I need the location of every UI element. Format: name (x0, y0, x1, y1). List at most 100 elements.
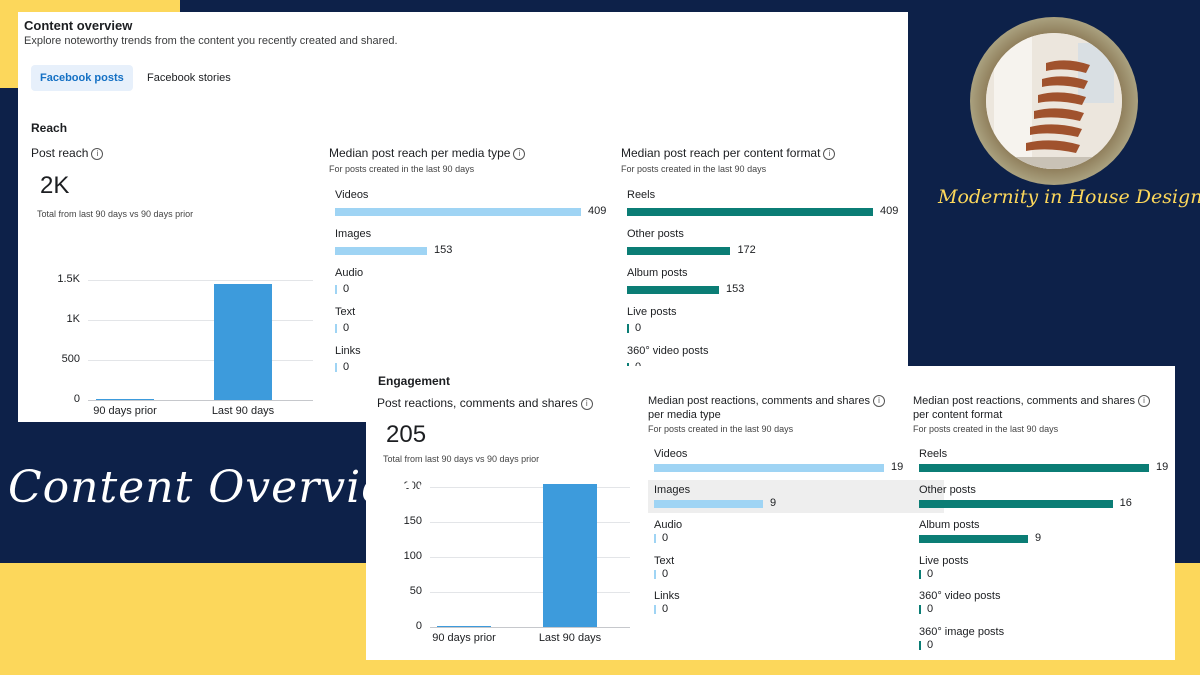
bar (627, 208, 873, 216)
zero-bar (919, 640, 921, 650)
bar (654, 499, 763, 508)
info-circle-icon[interactable]: i (513, 148, 526, 160)
bar-value: 172 (737, 244, 756, 256)
bar-value: 0 (662, 532, 669, 544)
x-axis-line (430, 627, 630, 628)
post-reach-caption: Total from last 90 days vs 90 days prior (37, 209, 194, 219)
bar-value: 0 (662, 567, 669, 580)
zero-bar (627, 324, 629, 333)
bar-label: Videos (654, 448, 688, 460)
info-circle-icon[interactable]: i (1137, 395, 1150, 407)
gridline (88, 360, 313, 361)
prcs-total: 205 (386, 421, 427, 448)
bar-label: Links (654, 590, 680, 602)
eng-media-type-title-line1: Median post reactions, comments and shar… (648, 395, 885, 407)
zero-bar (919, 605, 921, 614)
info-circle-icon[interactable]: i (823, 148, 836, 160)
zero-bar (654, 569, 656, 579)
bar-label: 360° image posts (919, 625, 1005, 638)
bar-label: Other posts (919, 483, 976, 496)
bar-value: 0 (927, 567, 934, 580)
gridline (430, 592, 630, 593)
bar-value: 19 (891, 461, 904, 473)
info-circle-icon[interactable]: i (91, 148, 104, 160)
y-tick-label: 50 (409, 585, 422, 597)
column-bar (437, 625, 491, 627)
bar-label: Album posts (919, 519, 980, 531)
bar-label: Other posts (627, 228, 684, 240)
gridline (430, 522, 630, 523)
y-tick-label: 1.5K (57, 273, 80, 285)
bar-label: Album posts (627, 267, 688, 279)
bar-label: Text (654, 554, 675, 567)
bar-value: 0 (662, 603, 669, 615)
bar-value: 153 (434, 244, 453, 256)
bar-label: Audio (335, 267, 364, 279)
bar-value: 19 (1156, 461, 1169, 473)
bar-label: Links (335, 345, 361, 357)
bar-value: 0 (635, 322, 642, 334)
brand-name: Modernity in House Design (938, 186, 1200, 208)
staircase-photo (986, 33, 1122, 169)
x-tick-label: 90 days prior (432, 632, 496, 644)
gridline (430, 487, 630, 488)
page-title: Content overview (24, 18, 133, 33)
x-tick-label: Last 90 days (211, 405, 275, 417)
bar-label: Reels (919, 448, 948, 460)
bar-value: 153 (726, 283, 745, 295)
bar (654, 464, 884, 472)
tab-facebook-stories[interactable]: Facebook stories (147, 72, 231, 84)
reach-content-format-note: For posts created in the last 90 days (621, 164, 767, 174)
bar-label: Audio (654, 519, 683, 531)
eng-content-format-title-line1: Median post reactions, comments and shar… (913, 395, 1150, 407)
bar-label: 360° video posts (627, 345, 709, 357)
engagement-section-title: Engagement (378, 374, 451, 388)
info-circle-icon[interactable]: i (872, 395, 885, 407)
bar-label: Images (335, 228, 372, 240)
row-highlight (648, 479, 944, 513)
gridline (430, 557, 630, 558)
content-overview-card: Content overview Explore noteworthy tren… (18, 12, 908, 422)
zero-bar (654, 534, 656, 543)
y-tick-label: 1K (66, 313, 80, 325)
info-circle-icon[interactable]: i (580, 398, 593, 410)
reach-media-type-note: For posts created in the last 90 days (329, 164, 475, 174)
bar (627, 247, 731, 255)
column-bar (543, 483, 597, 627)
bar-value: 0 (927, 638, 934, 651)
bar (335, 247, 428, 255)
bar (919, 499, 1113, 508)
bar-label: Text (335, 306, 356, 318)
bar (919, 535, 1028, 543)
y-tick-label: 200 (403, 480, 422, 492)
zero-bar (335, 363, 337, 372)
column-bar (214, 284, 272, 400)
bar-value: 9 (769, 496, 777, 509)
prcs-caption: Total from last 90 days vs 90 days prior (383, 454, 540, 464)
bar (919, 464, 1149, 472)
y-tick-label: 0 (415, 620, 422, 632)
reach-media-type-title: Median post reach per media type i (329, 146, 526, 160)
tab-facebook-posts[interactable]: Facebook posts (31, 65, 133, 91)
zero-bar (654, 605, 656, 614)
reach-content-format-title: Median post reach per content format i (621, 146, 836, 160)
prcs-title: Post reactions, comments and shares i (377, 396, 593, 410)
gridline (88, 320, 313, 321)
reach-section-title: Reach (31, 121, 68, 135)
bar-value: 16 (1119, 496, 1132, 509)
eng-content-format-note: For posts created in the last 90 days (913, 424, 1059, 434)
eng-media-type-note: For posts created in the last 90 days (648, 424, 794, 434)
engagement-card: Engagement Post reactions, comments and … (366, 366, 1175, 660)
bar-label: Live posts (919, 554, 969, 567)
eng-media-type-title-line2: per media type (648, 409, 721, 421)
x-axis-line (88, 400, 313, 401)
gridline (88, 280, 313, 281)
y-tick-label: 500 (61, 353, 80, 365)
bar-value: 0 (343, 283, 350, 295)
y-tick-label: 150 (403, 515, 422, 527)
bar-label: Videos (335, 189, 369, 201)
eng-content-format-title-line2: per content format (913, 409, 1003, 421)
post-reach-total: 2K (40, 172, 70, 199)
bar-value: 409 (880, 205, 899, 217)
bar-value: 0 (343, 322, 350, 334)
